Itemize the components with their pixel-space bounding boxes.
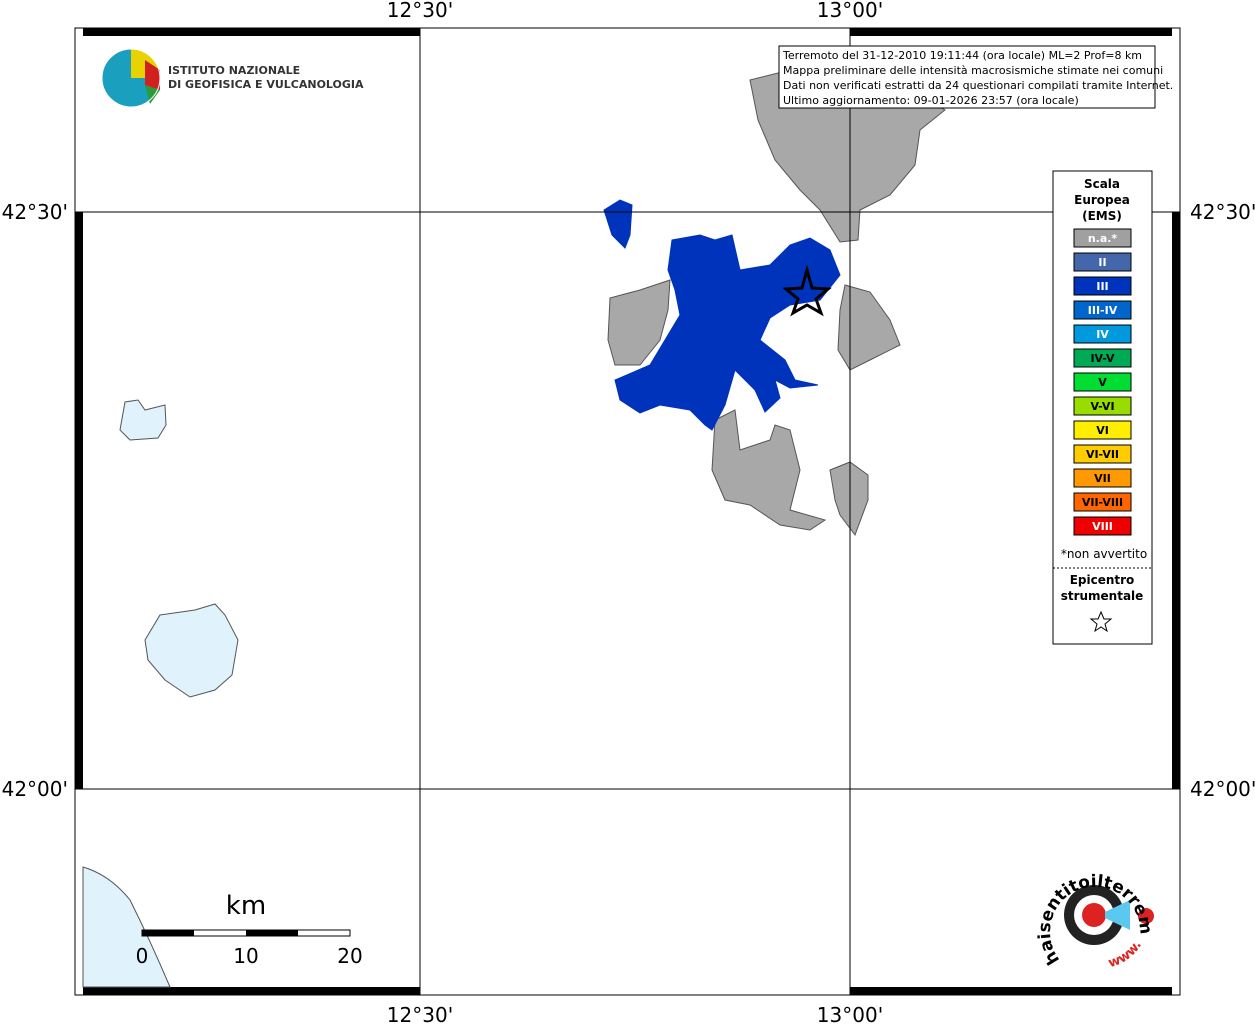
legend-star <box>1089 610 1113 633</box>
legend-label: VIII <box>1092 520 1113 533</box>
legend-epicentre: Epicentro <box>1070 573 1135 587</box>
tick-label: 12°30' <box>387 1003 453 1024</box>
tick-label: 12°30' <box>387 0 453 22</box>
legend-label: V-VI <box>1090 400 1114 413</box>
legend-label: V <box>1098 376 1107 389</box>
legend-label: VI-VII <box>1086 448 1119 461</box>
logo-text: ISTITUTO NAZIONALE <box>168 64 300 77</box>
border <box>83 28 420 36</box>
info-line: Ultimo aggiornamento: 09-01-2026 23:57 (… <box>783 94 1079 107</box>
border <box>850 28 1172 36</box>
logo-text: DI GEOFISICA E VULCANOLOGIA <box>168 78 364 91</box>
border <box>83 987 420 995</box>
info-line: Mappa preliminare delle intensità macros… <box>783 64 1163 77</box>
legend-swatch <box>1073 372 1132 392</box>
tick-label: 13°00' <box>817 0 883 22</box>
legend-swatch <box>1073 300 1132 320</box>
legend-swatch <box>1073 492 1132 512</box>
epicentre <box>782 264 832 317</box>
legend-title: (EMS) <box>1082 209 1122 223</box>
legend-label: III-IV <box>1088 304 1118 317</box>
tick-label: 42°30' <box>2 200 68 224</box>
legend-swatch <box>1073 228 1132 248</box>
legend-title: Scala <box>1084 177 1120 191</box>
border <box>75 212 83 789</box>
scale-label: 0 <box>136 944 149 968</box>
scale-bar: km 0 10 20 <box>136 891 363 968</box>
legend-swatch <box>1073 348 1132 368</box>
sea <box>82 866 171 988</box>
legend-label: VI <box>1096 424 1109 437</box>
legend-swatch <box>1073 396 1132 416</box>
border <box>850 987 1172 995</box>
legend-label: VII <box>1094 472 1111 485</box>
legend-label: IV-V <box>1090 352 1115 365</box>
legend-swatch <box>1073 444 1132 464</box>
lake <box>119 399 167 441</box>
lake <box>144 603 239 698</box>
legend: Scala Europea (EMS) *non avvertito Epice… <box>1052 170 1153 645</box>
legend-label: VII-VIII <box>1082 496 1123 509</box>
legend-epicentre: strumentale <box>1061 589 1144 603</box>
scale-unit: km <box>226 891 266 921</box>
legend-label: IV <box>1096 328 1109 341</box>
legend-title: Europea <box>1074 193 1130 207</box>
legend-label: III <box>1096 280 1108 293</box>
legend-label: n.a.* <box>1088 232 1118 245</box>
legend-label: II <box>1098 256 1106 269</box>
legend-swatch <box>1073 516 1132 536</box>
legend-swatch <box>1073 252 1132 272</box>
info-line: Terremoto del 31-12-2010 19:11:44 (ora l… <box>782 49 1142 62</box>
legend-swatch <box>1073 468 1132 488</box>
info-line: Dati non verificati estratti da 24 quest… <box>783 79 1173 92</box>
legend-note: *non avvertito <box>1061 547 1147 561</box>
scale-label: 20 <box>337 944 362 968</box>
frame <box>74 27 1181 996</box>
legend-swatch <box>1073 276 1132 296</box>
tick-label: 42°30' <box>1190 200 1255 224</box>
municipalities <box>607 69 946 537</box>
info-box <box>778 45 1156 109</box>
graticule <box>75 28 1180 995</box>
tick-label: 42°00' <box>2 777 68 801</box>
scale-label: 10 <box>233 944 258 968</box>
legend-swatch <box>1073 420 1132 440</box>
ingv-logo: ISTITUTO NAZIONALE DI GEOFISICA E VULCAN… <box>101 48 364 108</box>
border <box>1172 212 1180 789</box>
tick-label: 13°00' <box>817 1003 883 1024</box>
tick-label: 42°00' <box>1190 777 1255 801</box>
legend-swatch <box>1073 324 1132 344</box>
